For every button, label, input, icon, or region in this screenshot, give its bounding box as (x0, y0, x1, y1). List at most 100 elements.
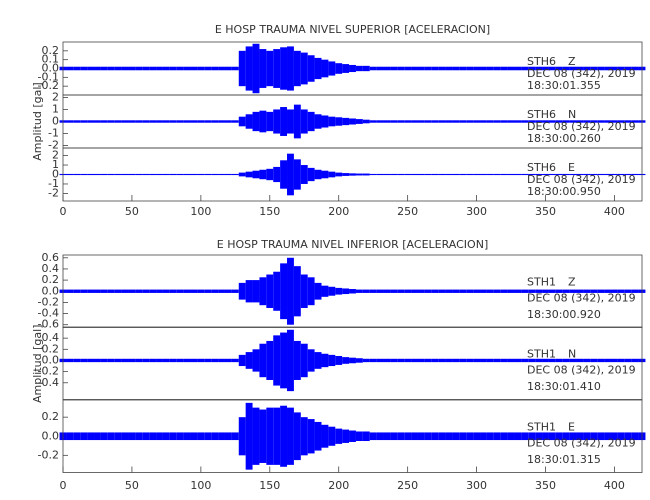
waveform-envelope (569, 120, 577, 123)
waveform-envelope (66, 358, 74, 363)
y-tick-label: 2 (52, 149, 59, 162)
waveform-envelope (287, 407, 294, 465)
waveform-envelope (211, 120, 219, 123)
y-tick-label: 0.2 (42, 273, 60, 286)
y-tick-label: 0.2 (42, 410, 60, 423)
waveform-envelope (404, 120, 412, 123)
waveform-envelope (355, 431, 363, 442)
waveform-envelope (528, 289, 536, 293)
waveform-envelope (293, 340, 301, 380)
waveform-envelope (100, 120, 108, 123)
waveform-envelope (335, 172, 343, 177)
waveform-envelope (355, 119, 363, 124)
waveform-envelope (397, 173, 405, 176)
waveform-envelope (211, 289, 219, 293)
waveform-envelope (576, 66, 584, 71)
waveform-envelope (204, 289, 212, 293)
waveform-envelope (245, 352, 253, 369)
y-tick-label: -0.2 (38, 295, 59, 308)
waveform-envelope (569, 432, 577, 441)
waveform-envelope (493, 358, 501, 363)
waveform-envelope (66, 432, 74, 441)
waveform-envelope (493, 120, 501, 123)
waveform-envelope (149, 120, 157, 123)
waveform-envelope (590, 120, 598, 123)
waveform-envelope (411, 289, 418, 293)
waveform-envelope (224, 66, 232, 71)
waveform-envelope (335, 287, 343, 295)
y-tick-label: -0.2 (38, 365, 59, 378)
waveform-envelope (417, 432, 425, 441)
waveform-envelope (321, 424, 329, 448)
waveform-envelope (542, 173, 549, 176)
waveform-envelope (287, 329, 294, 392)
waveform-envelope (576, 289, 584, 293)
waveform-envelope (266, 168, 274, 181)
waveform-envelope (576, 173, 584, 176)
waveform-envelope (156, 66, 163, 71)
waveform-envelope (287, 46, 294, 91)
waveform-envelope (321, 353, 329, 368)
waveform-envelope (197, 289, 205, 293)
waveform-envelope (211, 66, 219, 71)
waveform-envelope (528, 358, 536, 363)
waveform-envelope (245, 46, 253, 91)
waveform-envelope (452, 358, 460, 363)
x-tick-label: 0 (60, 479, 67, 492)
waveform-envelope (224, 358, 232, 363)
waveform-envelope (355, 65, 363, 72)
waveform-envelope (383, 120, 391, 123)
waveform-envelope (349, 118, 356, 125)
waveform-envelope (424, 120, 432, 123)
waveform-envelope (535, 173, 543, 176)
waveform-envelope (397, 120, 405, 123)
waveform-envelope (376, 432, 384, 441)
waveform-envelope (576, 432, 584, 441)
waveform-envelope (369, 66, 377, 71)
waveform-envelope (300, 417, 308, 456)
waveform-envelope (224, 432, 232, 441)
waveform-envelope (583, 120, 591, 123)
waveform-envelope (190, 432, 198, 441)
waveform-envelope (631, 120, 639, 123)
waveform-envelope (156, 120, 163, 123)
waveform-envelope (459, 66, 467, 71)
y-tick-label: -2 (48, 186, 59, 199)
waveform-envelope (528, 66, 536, 71)
waveform-envelope (507, 66, 515, 71)
waveform-envelope (176, 432, 184, 441)
waveform-envelope (452, 120, 460, 123)
waveform-envelope (604, 120, 611, 123)
x-tick-label: 150 (259, 205, 280, 218)
component: E (568, 161, 575, 174)
waveform-envelope (169, 432, 177, 441)
waveform-envelope (480, 173, 487, 176)
waveform-envelope (473, 120, 481, 123)
waveform-envelope (383, 358, 391, 363)
waveform-envelope (617, 173, 625, 176)
waveform-envelope (273, 49, 281, 88)
waveform-envelope (114, 358, 122, 363)
waveform-envelope (107, 120, 115, 123)
waveform-envelope (190, 66, 198, 71)
waveform-envelope (190, 289, 198, 293)
waveform-envelope (466, 173, 474, 176)
waveform-envelope (121, 173, 129, 176)
waveform-envelope (73, 120, 81, 123)
waveform-envelope (466, 358, 474, 363)
waveform-envelope (528, 120, 536, 123)
waveform-envelope (287, 109, 294, 134)
waveform-envelope (314, 282, 322, 300)
waveform-envelope (204, 432, 212, 441)
date-label: DEC 08 (342), 2019 (527, 120, 636, 133)
waveform-envelope (142, 120, 150, 123)
waveform-envelope (404, 358, 412, 363)
waveform-envelope (87, 432, 95, 441)
waveform-envelope (231, 289, 239, 293)
station-label: STH6 Z (527, 55, 576, 68)
waveform-envelope (514, 120, 522, 123)
waveform-envelope (535, 289, 543, 293)
waveform-envelope (631, 66, 639, 71)
waveform-envelope (411, 66, 418, 71)
waveform-envelope (555, 289, 563, 293)
